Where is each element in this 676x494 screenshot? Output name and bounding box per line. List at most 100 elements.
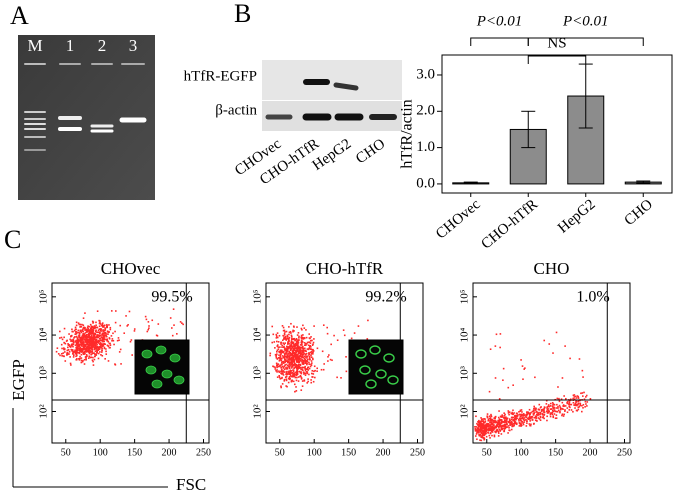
event-dot bbox=[284, 331, 286, 333]
event-dot bbox=[543, 407, 545, 410]
event-dot bbox=[279, 354, 282, 356]
event-dot bbox=[482, 420, 484, 422]
event-dot bbox=[303, 327, 306, 329]
event-dot bbox=[101, 351, 103, 353]
event-dot bbox=[542, 409, 545, 411]
event-dot bbox=[86, 326, 89, 329]
event-dot bbox=[511, 422, 513, 424]
event-dot bbox=[289, 372, 291, 375]
event-dot bbox=[290, 372, 292, 375]
event-dot bbox=[311, 339, 313, 342]
event-dot bbox=[479, 425, 482, 427]
event-dot bbox=[289, 377, 291, 380]
event-dot bbox=[298, 337, 300, 339]
event-dot bbox=[540, 410, 543, 413]
event-dot bbox=[292, 342, 294, 345]
event-dot bbox=[291, 365, 293, 368]
event-dot bbox=[581, 404, 583, 407]
event-dot bbox=[539, 413, 541, 416]
event-dot bbox=[114, 330, 116, 333]
event-dot bbox=[85, 357, 87, 360]
event-dot bbox=[281, 365, 284, 368]
event-dot bbox=[496, 423, 499, 426]
event-dot bbox=[309, 340, 312, 342]
x-tick-label: 200 bbox=[376, 447, 391, 458]
event-dot bbox=[558, 404, 561, 407]
event-dot bbox=[575, 401, 577, 404]
event-dot bbox=[295, 365, 298, 367]
event-dot bbox=[320, 368, 323, 371]
event-dot bbox=[292, 358, 295, 361]
event-dot bbox=[285, 385, 287, 387]
event-dot bbox=[74, 326, 77, 329]
event-dot bbox=[551, 411, 554, 414]
event-dot bbox=[309, 342, 312, 344]
event-dot bbox=[572, 397, 574, 400]
event-dot bbox=[485, 435, 488, 438]
event-dot bbox=[569, 406, 571, 409]
event-dot bbox=[276, 336, 279, 339]
event-dot bbox=[275, 335, 278, 337]
event-dot bbox=[534, 376, 536, 379]
event-dot bbox=[508, 411, 511, 414]
event-dot bbox=[283, 355, 286, 357]
event-dot bbox=[308, 363, 310, 365]
event-dot bbox=[300, 378, 303, 380]
event-dot bbox=[306, 357, 308, 359]
event-dot bbox=[100, 343, 102, 345]
event-dot bbox=[304, 359, 307, 361]
event-dot bbox=[293, 375, 296, 378]
event-dot bbox=[511, 413, 514, 415]
y-tick-label: 10² bbox=[38, 404, 50, 419]
event-dot bbox=[87, 333, 90, 336]
event-dot bbox=[278, 371, 281, 373]
event-dot bbox=[91, 348, 93, 351]
event-dot bbox=[96, 331, 98, 334]
event-dot bbox=[489, 348, 492, 351]
event-dot bbox=[285, 379, 288, 382]
event-dot bbox=[91, 325, 94, 328]
event-dot bbox=[290, 347, 293, 350]
event-dot bbox=[75, 328, 77, 331]
event-dot bbox=[506, 426, 509, 428]
event-dot bbox=[577, 406, 580, 409]
cell bbox=[375, 369, 387, 379]
event-dot bbox=[539, 412, 542, 415]
event-dot bbox=[566, 402, 569, 405]
event-dot bbox=[479, 426, 482, 429]
event-dot bbox=[277, 363, 280, 365]
event-dot bbox=[100, 354, 102, 356]
event-dot bbox=[519, 415, 522, 418]
event-dot bbox=[96, 310, 99, 312]
event-dot bbox=[115, 310, 117, 312]
event-dot bbox=[89, 344, 91, 347]
event-dot bbox=[88, 342, 91, 345]
event-dot bbox=[105, 348, 107, 350]
event-dot bbox=[304, 361, 307, 364]
event-dot bbox=[90, 346, 92, 348]
event-dot bbox=[84, 327, 86, 330]
x-tick-label: HepG2 bbox=[555, 196, 598, 236]
event-dot bbox=[577, 408, 580, 411]
event-dot bbox=[535, 410, 538, 413]
event-dot bbox=[511, 423, 514, 426]
event-dot bbox=[96, 334, 99, 337]
event-dot bbox=[566, 407, 569, 409]
event-dot bbox=[88, 325, 90, 328]
event-dot bbox=[297, 339, 299, 341]
event-dot bbox=[87, 335, 90, 338]
event-dot bbox=[490, 421, 492, 424]
event-dot bbox=[81, 337, 84, 340]
event-dot bbox=[572, 410, 574, 413]
event-dot bbox=[288, 337, 290, 340]
event-dot bbox=[305, 352, 308, 355]
event-dot bbox=[306, 358, 309, 361]
event-dot bbox=[83, 326, 85, 329]
event-dot bbox=[299, 364, 302, 367]
event-dot bbox=[482, 425, 485, 428]
event-dot bbox=[280, 349, 282, 351]
event-dot bbox=[288, 367, 291, 370]
event-dot bbox=[280, 377, 283, 380]
event-dot bbox=[294, 390, 296, 393]
event-dot bbox=[291, 356, 294, 359]
